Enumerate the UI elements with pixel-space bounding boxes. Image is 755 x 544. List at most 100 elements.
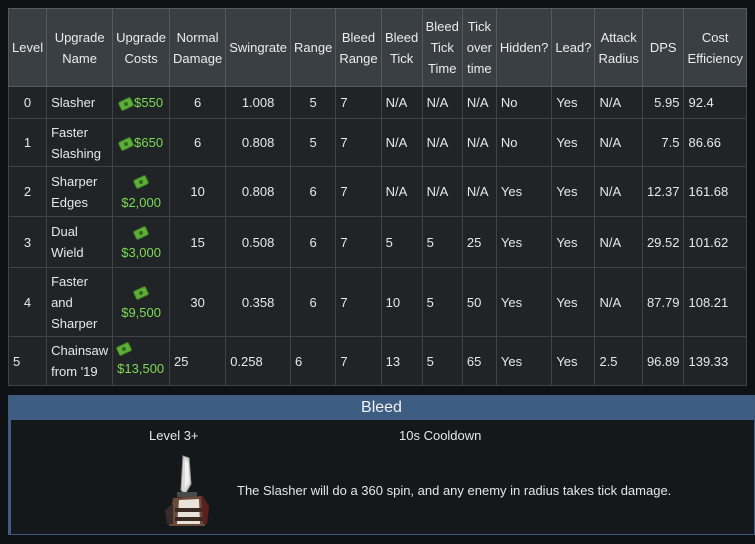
lead-cell: Yes — [551, 216, 596, 268]
header-swingrate: Swingrate — [225, 8, 291, 87]
cash-icon — [115, 341, 133, 357]
header-range: Range — [289, 8, 337, 87]
dps-cell: 7.5 — [641, 118, 685, 167]
lead-cell: Yes — [551, 267, 596, 337]
cash-icon — [117, 96, 135, 112]
bleed-tick-time-cell: 5 — [421, 216, 463, 268]
header-bleed-range: Bleed Range — [335, 8, 382, 87]
table-row: 3 Dual Wield $3,000 15 0.508 6 7 5 5 25 Y… — [7, 216, 747, 268]
damage-cell: 15 — [169, 216, 227, 268]
swingrate-cell: 1.008 — [225, 86, 291, 119]
cost-efficiency-cell: 161.68 — [683, 166, 747, 217]
table-row: 4 Faster and Sharper $9,500 30 0.358 6 7 1… — [7, 267, 747, 337]
table-row: 0 Slasher $550 6 1.008 5 7 N/A N/A N/A N… — [7, 86, 747, 119]
cost-efficiency-cell: 101.62 — [683, 216, 747, 268]
lead-cell: Yes — [551, 336, 596, 386]
header-bleed-tick-time: Bleed Tick Time — [421, 8, 463, 87]
bleed-tick-cell: N/A — [380, 166, 423, 217]
cost-cell: $650 — [112, 118, 171, 167]
cost-cell: $2,000 — [112, 166, 171, 217]
damage-cell: 6 — [169, 86, 227, 119]
hidden-cell: No — [495, 86, 553, 119]
range-cell: 6 — [289, 336, 337, 386]
swingrate-cell: 0.258 — [225, 336, 291, 386]
lead-cell: Yes — [551, 86, 596, 119]
upgrade-name-cell: Faster and Sharper — [46, 267, 114, 337]
ability-level-requirement: Level 3+ — [149, 428, 199, 443]
bleed-range-cell: 7 — [335, 118, 382, 167]
range-cell: 6 — [289, 216, 337, 268]
swingrate-cell: 0.358 — [225, 267, 291, 337]
header-normal-damage: Normal Damage — [169, 8, 227, 87]
cost-efficiency-cell: 86.66 — [683, 118, 747, 167]
hidden-cell: No — [495, 118, 553, 167]
upgrade-name-cell: Chainsaw from '19 — [46, 336, 114, 386]
upgrade-name-cell: Sharper Edges — [46, 166, 114, 217]
bleed-tick-cell: N/A — [380, 118, 423, 167]
level-cell: 2 — [7, 166, 48, 217]
swingrate-cell: 0.808 — [225, 166, 291, 217]
dps-cell: 5.95 — [641, 86, 685, 119]
cost-cell: $9,500 — [112, 267, 171, 337]
range-cell: 5 — [289, 118, 337, 167]
cost-cell: $550 — [112, 86, 171, 119]
header-bleed-tick: Bleed Tick — [380, 8, 423, 87]
cost-efficiency-cell: 139.33 — [683, 336, 747, 386]
ability-cooldown: 10s Cooldown — [399, 428, 482, 443]
lead-cell: Yes — [551, 118, 596, 167]
bleed-tick-cell: N/A — [380, 86, 423, 119]
attack-radius-cell: N/A — [594, 166, 643, 217]
table-row: 1 Faster Slashing $650 6 0.808 5 7 N/A N/… — [7, 118, 747, 167]
attack-radius-cell: N/A — [594, 86, 643, 119]
attack-radius-cell: N/A — [594, 118, 643, 167]
hidden-cell: Yes — [495, 336, 553, 386]
hidden-cell: Yes — [495, 267, 553, 337]
range-cell: 6 — [289, 267, 337, 337]
bleed-tick-time-cell: N/A — [421, 86, 463, 119]
cost-efficiency-cell: 92.4 — [683, 86, 747, 119]
header-upgrade-name: Upgrade Name — [46, 8, 114, 87]
cash-icon — [132, 225, 150, 241]
cash-icon — [132, 174, 150, 190]
tick-over-time-cell: N/A — [461, 118, 497, 167]
attack-radius-cell: N/A — [594, 216, 643, 268]
level-cell: 1 — [7, 118, 48, 167]
cash-icon — [132, 285, 150, 301]
swingrate-cell: 0.508 — [225, 216, 291, 268]
dps-cell: 12.37 — [641, 166, 685, 217]
bleed-range-cell: 7 — [335, 336, 382, 386]
knife-icon — [157, 454, 215, 528]
upgrade-name-cell: Slasher — [46, 86, 114, 119]
bleed-tick-time-cell: N/A — [421, 166, 463, 217]
bleed-tick-time-cell: 5 — [421, 336, 463, 386]
attack-radius-cell: N/A — [594, 267, 643, 337]
bleed-range-cell: 7 — [335, 166, 382, 217]
header-hidden: Hidden? — [495, 8, 553, 87]
tick-over-time-cell: 25 — [461, 216, 497, 268]
upgrade-table: Level Upgrade Name Upgrade Costs Normal Dam… — [7, 8, 747, 386]
range-cell: 5 — [289, 86, 337, 119]
damage-cell: 25 — [169, 336, 227, 386]
tick-over-time-cell: N/A — [461, 166, 497, 217]
bleed-range-cell: 7 — [335, 267, 382, 337]
tick-over-time-cell: 65 — [461, 336, 497, 386]
bleed-tick-cell: 13 — [380, 336, 423, 386]
damage-cell: 6 — [169, 118, 227, 167]
header-tick-over-time: Tick over time — [461, 8, 497, 87]
dps-cell: 29.52 — [641, 216, 685, 268]
tick-over-time-cell: 50 — [461, 267, 497, 337]
bleed-range-cell: 7 — [335, 86, 382, 119]
level-cell: 4 — [7, 267, 48, 337]
tick-over-time-cell: N/A — [461, 86, 497, 119]
header-attack-radius: Attack Radius — [594, 8, 643, 87]
bleed-range-cell: 7 — [335, 216, 382, 268]
level-cell: 5 — [7, 336, 48, 386]
cost-cell: $3,000 — [112, 216, 171, 268]
table-row: 5 Chainsaw from '19 $13,500 25 0.258 6 7 … — [7, 336, 747, 386]
upgrade-name-cell: Faster Slashing — [46, 118, 114, 167]
bleed-tick-time-cell: 5 — [421, 267, 463, 337]
header-cost-efficiency: Cost Efficiency — [683, 8, 747, 87]
damage-cell: 30 — [169, 267, 227, 337]
ability-title: Bleed — [9, 396, 754, 420]
bleed-tick-cell: 5 — [380, 216, 423, 268]
